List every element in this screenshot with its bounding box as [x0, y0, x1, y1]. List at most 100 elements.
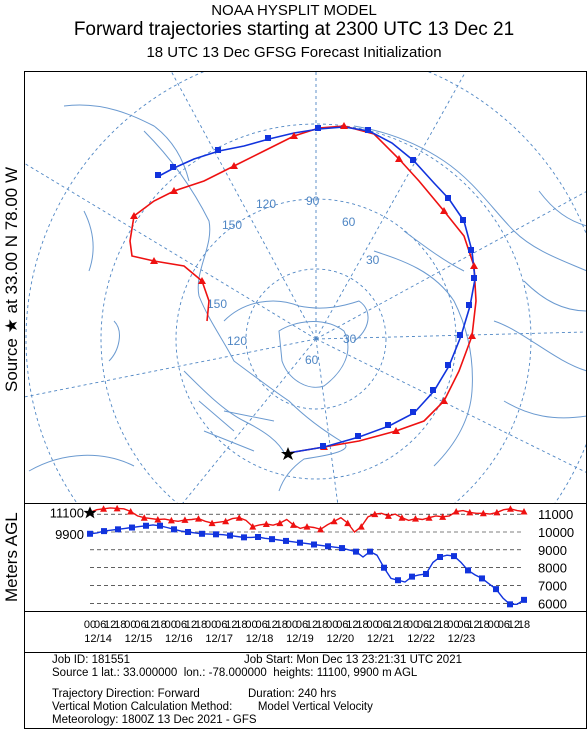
height-point-marker [465, 567, 471, 574]
hour-tick-label: 12 [266, 619, 278, 631]
source-location-label: Source ★ at 33.00 N 78.00 W [2, 166, 21, 392]
right-tick-label: 11000 [538, 507, 573, 522]
hour-tick-label: 00 [286, 619, 298, 631]
height-point-marker [297, 539, 303, 546]
right-tick-label: 8000 [538, 561, 567, 576]
height-point-marker [241, 534, 247, 541]
info-panel [24, 652, 587, 729]
trajectory-direction-text: Trajectory Direction: Forward [52, 688, 200, 700]
height-point-marker [381, 564, 387, 571]
source-star-icon [83, 506, 97, 519]
meteorology-text: Meteorology: 1800Z 13 Dec 2021 - GFS [52, 714, 257, 726]
right-tick-label: 7000 [538, 579, 567, 594]
height-point-marker [325, 543, 331, 550]
hour-tick-label: 18 [478, 619, 490, 631]
hour-tick-label: 18 [155, 619, 167, 631]
hour-tick-label: 06 [175, 619, 187, 631]
hour-tick-label: 00 [124, 619, 136, 631]
height-point-marker [303, 523, 311, 530]
height-point-marker [493, 586, 499, 593]
height-point-marker [439, 513, 447, 520]
date-tick-label: 12/14 [84, 633, 112, 645]
lon-label-120-top: 120 [256, 197, 276, 211]
hour-tick-label: 12 [387, 619, 399, 631]
height-point-marker [199, 530, 205, 537]
height-point-marker [395, 577, 401, 584]
hour-tick-label: 00 [488, 619, 500, 631]
hour-tick-label: 06 [255, 619, 267, 631]
lon-label-30-top: 30 [366, 253, 380, 267]
height-point-marker [129, 524, 135, 531]
hour-tick-label: 06 [336, 619, 348, 631]
right-tick-label: 10000 [538, 525, 574, 540]
height-point-marker [157, 522, 163, 529]
hour-tick-label: 18 [276, 619, 288, 631]
height-point-marker [255, 534, 261, 540]
date-tick-label: 12/17 [205, 633, 233, 645]
height-point-marker [479, 575, 485, 582]
left-tick-label: 9900 [55, 527, 84, 542]
height-point-marker [269, 536, 275, 543]
hour-tick-label: 06 [457, 619, 469, 631]
hour-tick-label: 18 [356, 619, 368, 631]
hour-tick-label: 18 [195, 619, 207, 631]
red-trajectory-markers [130, 122, 478, 450]
hour-tick-label: 00 [205, 619, 217, 631]
lon-label-90: 90 [306, 194, 320, 208]
height-point-marker [213, 531, 219, 538]
left-tick-label: 11100 [50, 505, 84, 520]
hour-tick-label: 06 [296, 619, 308, 631]
height-point-marker [317, 525, 325, 533]
hour-tick-label: 18 [114, 619, 126, 631]
height-point-marker [171, 526, 177, 533]
height-point-marker [222, 517, 230, 525]
hour-tick-label: 00 [447, 619, 459, 631]
hour-tick-label: 12 [427, 619, 439, 631]
job-id-text: Job ID: 181551 [52, 654, 131, 666]
date-tick-label: 12/20 [327, 633, 355, 645]
height-point-marker [101, 528, 107, 535]
hour-tick-label: 00 [407, 619, 419, 631]
hour-tick-label: 18 [235, 619, 247, 631]
coastlines [28, 104, 586, 492]
height-point-marker [398, 514, 406, 521]
lon-label-150-top: 150 [222, 218, 242, 232]
right-tick-label: 6000 [538, 596, 567, 611]
height-point-marker [437, 554, 443, 560]
height-point-marker [311, 541, 317, 548]
chart-title: Forward trajectories starting at 2300 UT… [73, 19, 515, 40]
height-point-marker [367, 548, 373, 555]
hour-tick-label: 12 [306, 619, 318, 631]
hour-tick-label: 12 [104, 619, 116, 631]
hour-tick-label: 00 [326, 619, 338, 631]
height-point-marker [521, 596, 527, 603]
date-tick-label: 12/21 [367, 633, 395, 645]
lon-label-60-bottom: 60 [305, 353, 319, 367]
lon-label-120-bottom: 120 [227, 334, 247, 348]
date-tick-label: 12/22 [407, 633, 435, 645]
height-point-marker [276, 519, 284, 527]
height-point-marker [409, 573, 415, 580]
duration-text: Duration: 240 hrs [248, 688, 337, 700]
hour-tick-label: 12 [346, 619, 358, 631]
source-info-text: Source 1 lat.: 33.000000 lon.: -78.00000… [52, 667, 418, 679]
lon-label-30-bottom: 30 [343, 332, 357, 346]
job-start-text: Job Start: Mon Dec 13 23:21:31 UTC 2021 [244, 654, 462, 666]
hour-tick-label: 06 [215, 619, 227, 631]
hour-tick-label: 12 [225, 619, 237, 631]
height-point-marker [423, 570, 429, 577]
hour-tick-label: 00 [245, 619, 257, 631]
height-point-marker [330, 517, 338, 525]
hour-tick-label: 18 [518, 619, 530, 631]
hour-tick-label: 18 [437, 619, 449, 631]
blue-trajectory-path [158, 126, 476, 454]
hour-tick-label: 06 [498, 619, 510, 631]
time-axis: 0006121800061218000612180006121800061218… [84, 619, 530, 645]
lon-label-150-bottom: 150 [207, 297, 227, 311]
hour-tick-label: 12 [467, 619, 479, 631]
date-tick-label: 12/19 [286, 633, 314, 645]
height-point-marker [143, 522, 149, 529]
height-point-marker [249, 523, 257, 530]
trajectory-map: 120 90 60 150 30 150 120 60 30 [25, 72, 586, 503]
height-point-marker [208, 519, 216, 527]
